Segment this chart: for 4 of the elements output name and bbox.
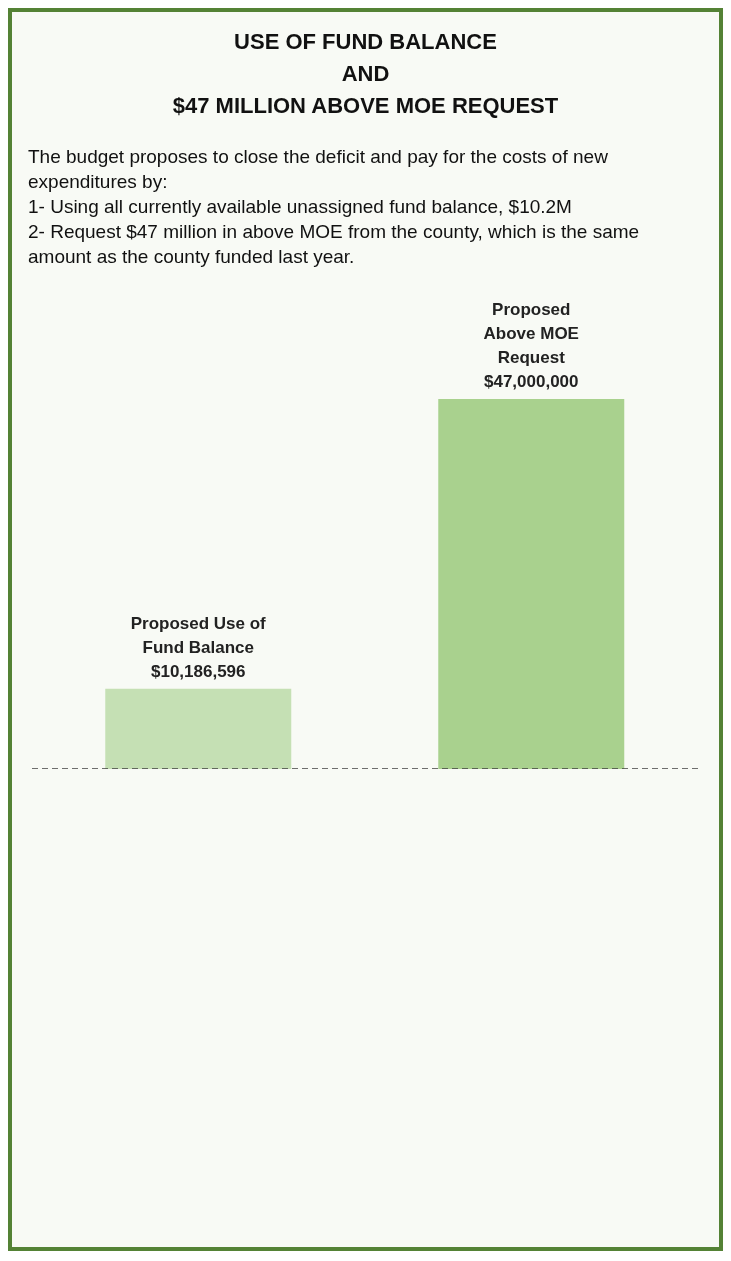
chart-title: USE OF FUND BALANCE AND $47 MILLION ABOVE MOE REQUEST — [171, 28, 560, 120]
data-label: Proposed Above MOE Request $47,000,000 — [483, 300, 579, 391]
data-label: Proposed Use of Fund Balance $10,186,596 — [130, 613, 267, 681]
text: The budget proposes to close the deficit and pay for the costs of new expenditures by: 1- Using all currently available unassigned fund balance, $10.2M 2- Request $47 million in above MOE from the county, which is the same amount as the county funded last year. — [28, 145, 641, 269]
